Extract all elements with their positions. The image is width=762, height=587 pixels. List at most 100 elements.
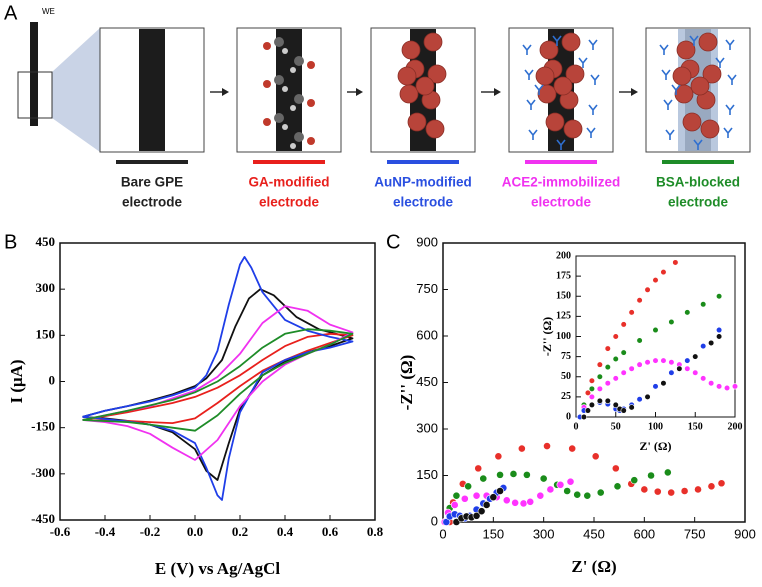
ga-atom bbox=[274, 37, 284, 47]
data-point bbox=[496, 487, 504, 495]
data-point bbox=[612, 401, 619, 409]
data-point bbox=[596, 397, 603, 405]
y-tick-label: 0 bbox=[566, 411, 571, 422]
data-point bbox=[694, 485, 702, 494]
caption: GA-modified bbox=[249, 175, 330, 190]
data-point bbox=[546, 485, 555, 494]
ga-atom bbox=[294, 56, 304, 66]
x-tick-label: 0.8 bbox=[367, 524, 384, 539]
y-axis-label: -Z'' (Ω) bbox=[397, 355, 416, 411]
data-point bbox=[612, 355, 619, 363]
data-point bbox=[672, 259, 679, 266]
antibody bbox=[526, 99, 536, 110]
caption-bar bbox=[253, 160, 325, 164]
gold-nanoparticle bbox=[425, 119, 445, 139]
y-tick-label: 0 bbox=[431, 513, 438, 528]
data-point bbox=[604, 380, 611, 387]
data-point bbox=[668, 369, 675, 376]
caption-bar bbox=[662, 160, 734, 164]
data-point bbox=[474, 464, 483, 473]
antibody bbox=[578, 57, 588, 68]
antibody bbox=[522, 44, 532, 55]
x-tick-label: 0 bbox=[574, 421, 579, 432]
data-point bbox=[717, 479, 726, 488]
caption: AuNP-modified bbox=[374, 175, 472, 190]
data-point bbox=[692, 369, 699, 376]
data-point bbox=[700, 301, 707, 308]
antibody bbox=[663, 99, 673, 110]
y-tick-label: 450 bbox=[416, 374, 438, 389]
data-point bbox=[620, 369, 627, 376]
caption: electrode bbox=[668, 195, 729, 210]
antibody bbox=[588, 104, 598, 115]
data-point bbox=[494, 452, 503, 461]
zoom-box bbox=[17, 71, 53, 119]
gold-nanoparticle bbox=[427, 64, 447, 84]
data-point bbox=[612, 333, 619, 340]
gold-nanoparticle bbox=[407, 112, 427, 132]
data-point bbox=[588, 385, 596, 392]
y-tick-label: 25 bbox=[561, 391, 571, 402]
data-point bbox=[700, 375, 707, 382]
data-point bbox=[640, 485, 649, 494]
data-point bbox=[502, 496, 511, 505]
data-point bbox=[652, 277, 659, 284]
data-point bbox=[715, 383, 723, 390]
data-point bbox=[583, 491, 592, 500]
x-tick-label: 450 bbox=[583, 526, 605, 541]
antibody bbox=[590, 74, 600, 85]
step-arrow-head bbox=[494, 88, 501, 96]
data-point bbox=[522, 470, 531, 479]
data-point bbox=[573, 490, 582, 499]
antibody bbox=[715, 57, 725, 68]
x-tick-label: 200 bbox=[728, 421, 743, 432]
data-point bbox=[591, 452, 600, 461]
ga-atom bbox=[282, 86, 288, 92]
ga-atom bbox=[294, 132, 304, 142]
ga-atom bbox=[274, 75, 284, 85]
antibody bbox=[725, 39, 735, 50]
x-tick-label: 0.4 bbox=[277, 524, 294, 539]
data-point bbox=[680, 487, 689, 495]
ga-atom bbox=[263, 118, 271, 126]
data-point bbox=[707, 482, 716, 491]
we-label: WE bbox=[42, 7, 55, 16]
panel-label: C bbox=[386, 231, 400, 253]
cv-curve bbox=[82, 305, 354, 461]
caption-bar bbox=[525, 160, 597, 164]
y-tick-label: 300 bbox=[36, 280, 56, 295]
y-tick-label: 450 bbox=[36, 234, 56, 249]
data-point bbox=[684, 365, 691, 372]
ga-atom bbox=[294, 94, 304, 104]
ga-atom bbox=[263, 42, 271, 50]
x-tick-label: 100 bbox=[648, 421, 663, 432]
gold-nanoparticle bbox=[535, 66, 555, 86]
data-point bbox=[628, 404, 635, 411]
gold-nanoparticle bbox=[565, 64, 585, 84]
y-tick-label: 150 bbox=[556, 291, 571, 302]
data-point bbox=[668, 318, 675, 326]
data-point bbox=[684, 309, 691, 316]
x-tick-label: -0.6 bbox=[50, 524, 71, 539]
y-tick-label: -450 bbox=[31, 511, 55, 526]
y-tick-label: 150 bbox=[36, 326, 56, 341]
data-point bbox=[692, 353, 699, 360]
y-tick-label: 75 bbox=[561, 351, 571, 362]
gold-nanoparticle bbox=[561, 32, 581, 52]
y-tick-label: 900 bbox=[416, 234, 438, 249]
data-point bbox=[653, 487, 662, 496]
gold-nanoparticle bbox=[676, 40, 696, 60]
data-point bbox=[652, 383, 659, 390]
data-point bbox=[628, 365, 635, 372]
data-point bbox=[667, 488, 676, 497]
cv-curve bbox=[82, 328, 354, 432]
data-point bbox=[612, 375, 619, 382]
data-point bbox=[509, 470, 518, 478]
antibody bbox=[725, 104, 735, 115]
gold-nanoparticle bbox=[401, 40, 421, 60]
ga-atom bbox=[282, 124, 288, 130]
data-point bbox=[613, 482, 622, 491]
ga-atom bbox=[290, 143, 296, 149]
data-point bbox=[652, 357, 659, 364]
